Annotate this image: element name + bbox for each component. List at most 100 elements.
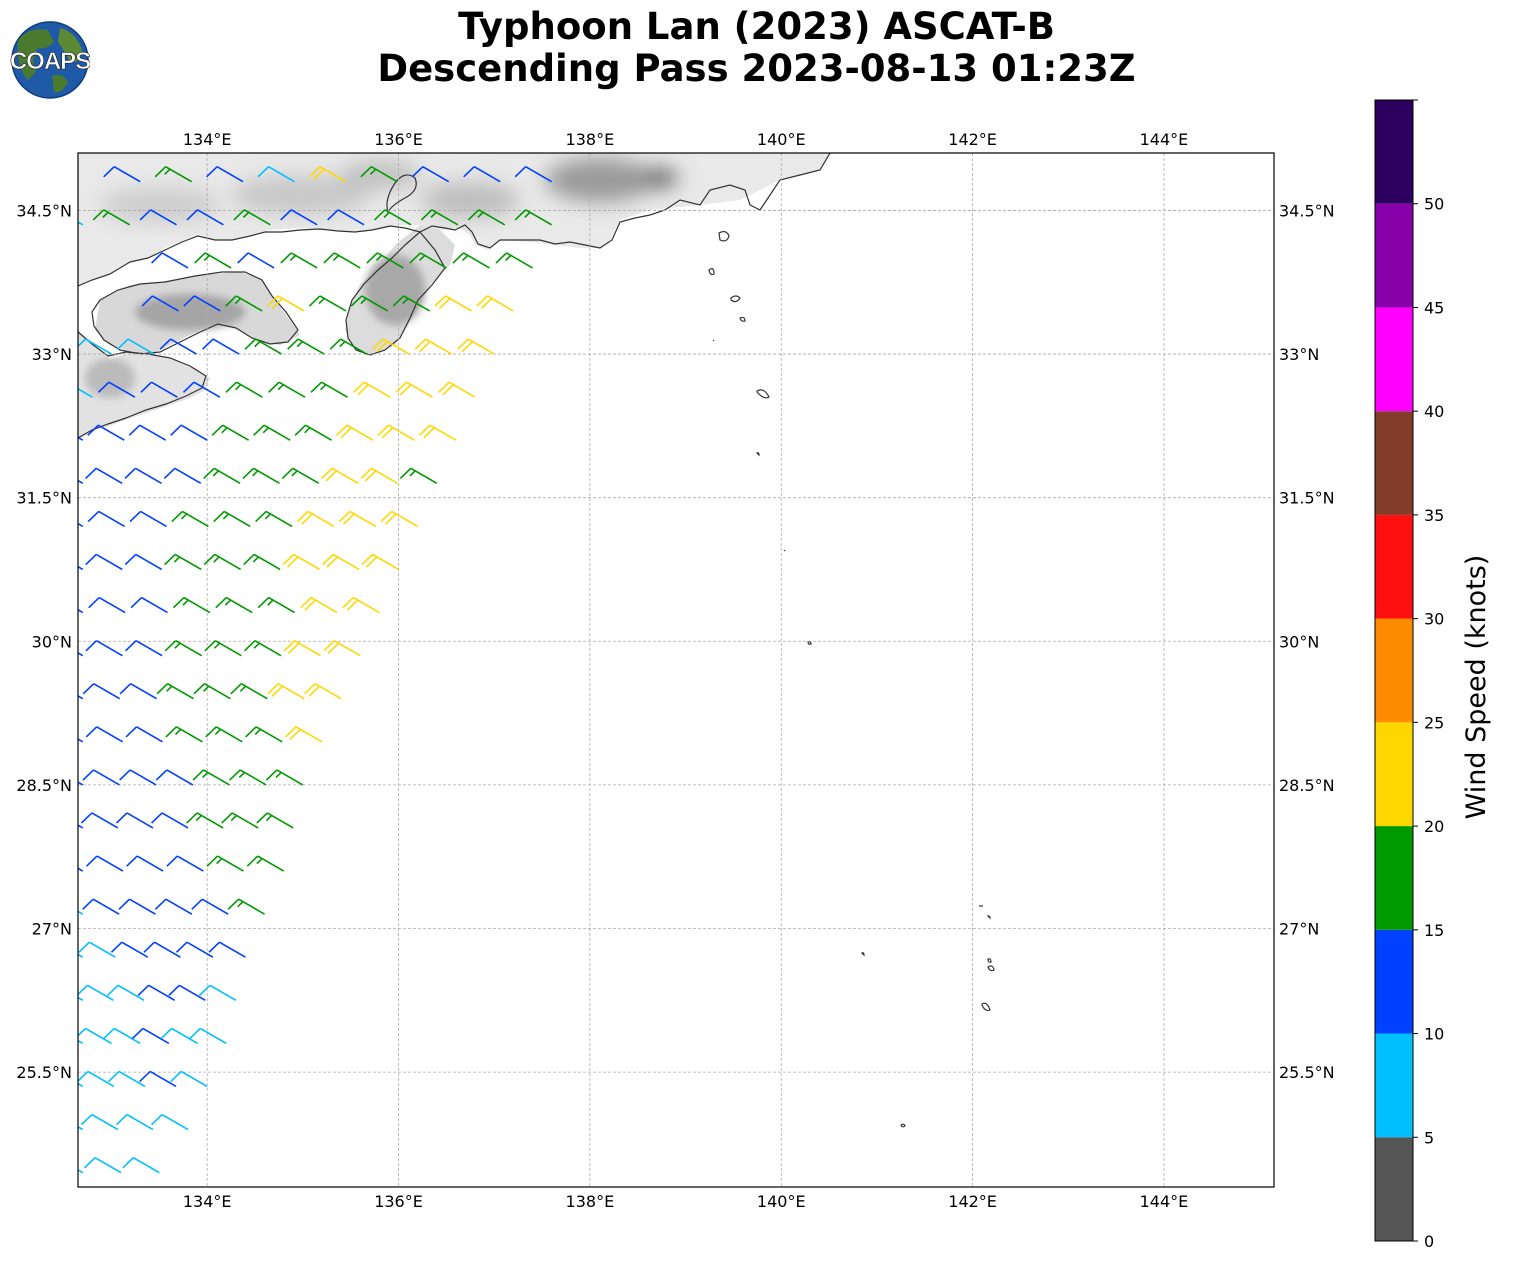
wind-barb bbox=[321, 467, 359, 484]
x-tick-label-top: 134°E bbox=[183, 130, 232, 149]
x-tick-label-top: 144°E bbox=[1140, 130, 1189, 149]
wind-barb bbox=[244, 338, 282, 355]
wind-barb bbox=[227, 898, 265, 915]
wind-barb bbox=[205, 726, 243, 743]
wind-barb bbox=[165, 726, 203, 743]
wind-barb bbox=[186, 812, 224, 829]
wind-barb bbox=[229, 769, 267, 786]
wind-barb bbox=[452, 252, 490, 269]
wind-barb bbox=[82, 769, 120, 786]
wind-barb bbox=[103, 166, 141, 183]
wind-barb bbox=[194, 252, 232, 269]
wind-barb bbox=[360, 166, 398, 183]
wind-barb bbox=[166, 855, 204, 872]
wind-barb bbox=[191, 898, 229, 915]
y-tick-label-right: 25.5°N bbox=[1279, 1063, 1335, 1082]
wind-barb bbox=[434, 295, 472, 312]
wind-barb bbox=[211, 424, 250, 441]
wind-barb bbox=[125, 726, 163, 743]
wind-barb bbox=[85, 639, 123, 657]
wind-barb bbox=[78, 910, 84, 915]
y-tick-label-right: 30°N bbox=[1279, 632, 1319, 651]
wind-barb bbox=[84, 1156, 122, 1174]
wind-barb bbox=[159, 338, 197, 355]
wind-barb bbox=[310, 381, 348, 398]
wind-barb bbox=[155, 769, 194, 786]
wind-barb bbox=[124, 553, 163, 571]
chart-title: Typhoon Lan (2023) ASCAT-B Descending Pa… bbox=[0, 6, 1513, 90]
wind-barb bbox=[151, 252, 189, 269]
globe-icon: COAPS bbox=[10, 21, 90, 99]
wind-barb bbox=[78, 1070, 115, 1088]
wind-barb bbox=[182, 381, 221, 398]
wind-barb bbox=[296, 510, 335, 528]
wind-barb bbox=[78, 565, 84, 571]
wind-barb bbox=[380, 510, 419, 528]
wind-barb bbox=[78, 695, 84, 700]
wind-barb bbox=[329, 338, 368, 355]
wind-barb bbox=[409, 252, 447, 269]
wind-barb bbox=[78, 1027, 112, 1045]
wind-barb bbox=[125, 639, 163, 657]
wind-barb bbox=[139, 209, 177, 226]
wind-barb bbox=[256, 812, 294, 829]
wind-barb bbox=[322, 553, 360, 571]
land-honshu bbox=[78, 153, 830, 285]
wind-barb bbox=[141, 295, 179, 312]
colorbar-label: Wind Speed (knots) bbox=[1461, 554, 1492, 820]
wind-barb bbox=[353, 381, 391, 398]
x-tick-label-top: 138°E bbox=[566, 130, 615, 149]
y-tick-label-right: 27°N bbox=[1279, 920, 1319, 939]
wind-barb bbox=[225, 295, 263, 312]
y-tick-label-left: 28.5°N bbox=[16, 776, 72, 795]
wind-barb bbox=[128, 424, 167, 441]
wind-barb bbox=[243, 639, 282, 657]
map-axis-ticks: 134°E 134°E 136°E 136°E 138°E 138°E 140°E 140°E… bbox=[16, 130, 1334, 1211]
wind-barb bbox=[110, 941, 149, 958]
wind-barb bbox=[119, 769, 157, 786]
wind-barb bbox=[92, 209, 131, 226]
wind-barb bbox=[294, 424, 332, 441]
wind-barbs bbox=[78, 166, 553, 1174]
wind-barb bbox=[78, 608, 84, 614]
wind-barb bbox=[139, 1070, 177, 1088]
logo-text: COAPS bbox=[10, 48, 90, 75]
wind-barb bbox=[154, 166, 193, 183]
land-shikoku bbox=[95, 272, 300, 355]
wind-barb bbox=[78, 387, 93, 398]
wind-barb bbox=[280, 209, 318, 226]
wind-barb bbox=[78, 984, 114, 1001]
wind-barb bbox=[213, 510, 251, 528]
wind-barb bbox=[438, 381, 476, 398]
wind-barb bbox=[140, 381, 178, 398]
wind-barb bbox=[130, 596, 168, 614]
wind-barb bbox=[304, 683, 342, 700]
wind-barb bbox=[143, 941, 181, 958]
wind-barb bbox=[282, 553, 320, 571]
wind-barb bbox=[457, 338, 495, 355]
wind-barb bbox=[82, 683, 121, 700]
wind-barb bbox=[284, 726, 323, 743]
wind-barb bbox=[255, 510, 293, 528]
coastlines bbox=[78, 153, 995, 1128]
wind-barb bbox=[151, 1113, 189, 1131]
wind-barb bbox=[267, 381, 306, 398]
wind-barb bbox=[246, 855, 285, 872]
x-tick-label-bottom: 144°E bbox=[1140, 1192, 1189, 1211]
y-tick-label-left: 34.5°N bbox=[16, 201, 72, 220]
x-tick-label-top: 140°E bbox=[757, 130, 806, 149]
y-tick-label-left: 31.5°N bbox=[16, 489, 72, 508]
chart-title-line1: Typhoon Lan (2023) ASCAT-B bbox=[458, 5, 1055, 48]
wind-barb bbox=[267, 295, 305, 312]
y-tick-label-left: 33°N bbox=[32, 345, 72, 364]
wind-barb bbox=[78, 522, 84, 528]
wind-barb bbox=[514, 209, 553, 226]
wind-barb bbox=[392, 295, 431, 312]
wind-barb bbox=[323, 639, 361, 657]
y-tick-label-left: 27°N bbox=[32, 920, 72, 939]
wind-barb bbox=[265, 769, 304, 786]
wind-barb bbox=[164, 553, 202, 571]
wind-barb bbox=[171, 510, 209, 528]
wind-barb bbox=[151, 812, 189, 829]
x-tick-label-top: 142°E bbox=[948, 130, 997, 149]
